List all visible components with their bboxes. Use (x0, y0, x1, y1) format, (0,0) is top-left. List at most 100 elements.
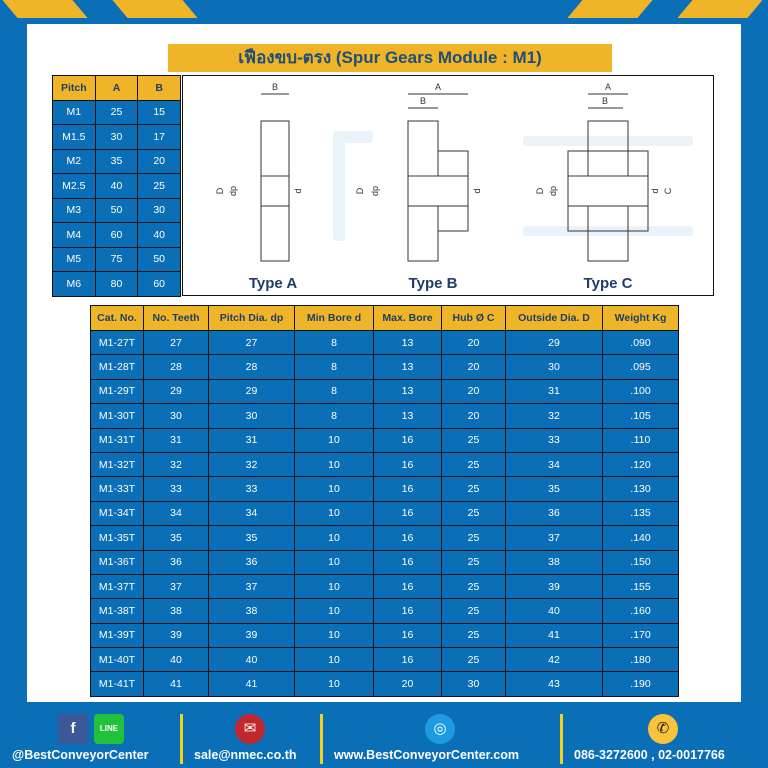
table-cell: 32 (505, 403, 603, 429)
table-cell: 41 (143, 671, 209, 697)
table-cell: 36 (143, 549, 209, 575)
bore (407, 175, 469, 207)
facebook-icon[interactable]: f (58, 714, 88, 744)
table-cell: 10 (294, 671, 374, 697)
table-cell: 8 (294, 354, 374, 380)
table-cell: M2.5 (52, 173, 96, 199)
table-row: M1-39T 39 39 10 16 25 41.170 (90, 622, 679, 649)
table-cell: 38 (143, 598, 209, 624)
table-cell: 32 (143, 451, 209, 478)
table-row: M1-33T 33 33 10 16 25 35.130 (90, 476, 679, 502)
table-cell: 37 (208, 573, 295, 600)
phone-icon[interactable]: ✆ (648, 714, 678, 744)
watermark-logo (333, 131, 693, 241)
line-icon[interactable]: LINE (94, 714, 124, 744)
table-cell: 40 (505, 598, 603, 624)
table-cell: .095 (602, 354, 679, 380)
table-cell: 13 (373, 354, 442, 380)
table-cell: 42 (505, 647, 603, 673)
table-cell: .135 (602, 500, 679, 527)
table-row: M1-32T 32 32 10 16 25 34.120 (90, 451, 679, 478)
dimension-label: D (355, 187, 365, 194)
dimension-label: C (663, 187, 673, 194)
table-cell: 75 (94, 246, 139, 272)
table-cell: 37 (143, 573, 209, 600)
table-row: M1-40T 40 40 10 16 25 42.180 (90, 647, 679, 673)
table-cell: 13 (373, 329, 442, 356)
table-cell: 29 (208, 378, 295, 405)
table-cell: .180 (602, 647, 679, 673)
dimension-label: d (472, 188, 482, 193)
table-cell: M2 (52, 148, 96, 174)
table-cell: 34 (505, 451, 603, 478)
type-a-label: Type A (249, 275, 298, 292)
dimension-label: B (420, 96, 426, 106)
table-cell: 16 (373, 549, 442, 575)
column-header: Max. Bore (373, 305, 442, 331)
table-cell: 50 (94, 197, 139, 223)
table-cell: 10 (294, 598, 374, 624)
table-cell: 34 (208, 500, 295, 527)
table-cell: .160 (602, 598, 679, 624)
table-cell: 16 (373, 427, 442, 453)
table-cell: 60 (94, 222, 139, 248)
table-cell: 40 (208, 647, 295, 673)
table-cell: .105 (602, 403, 679, 429)
globe-icon[interactable]: ◎ (425, 714, 455, 744)
dimension-label: d (650, 188, 660, 193)
table-cell: 13 (373, 403, 442, 429)
column-header: Pitch (52, 75, 96, 101)
column-header: Min Bore d (294, 305, 374, 331)
table-cell: M1-32T (90, 451, 144, 478)
table-cell: 10 (294, 549, 374, 575)
table-cell: 20 (441, 329, 506, 356)
table-cell: 16 (373, 451, 442, 478)
table-cell: 35 (94, 148, 139, 174)
table-row: M1-27T 27 27 8 13 20 29.090 (90, 329, 679, 356)
table-cell: 29 (505, 329, 603, 356)
table-row: M1-35T 35 35 10 16 25 37.140 (90, 525, 679, 551)
table-cell: M1 (52, 99, 96, 125)
footer: f LINE @BestConveyorCenter ✉ sale@nmec.c… (0, 712, 768, 768)
table-cell: 25 (137, 173, 181, 199)
table-cell: 17 (137, 124, 181, 150)
email-link[interactable]: sale@nmec.co.th (194, 748, 297, 762)
table-cell: 30 (143, 403, 209, 429)
table-cell: 30 (505, 354, 603, 380)
table-cell: 28 (208, 354, 295, 380)
table-cell: .120 (602, 451, 679, 478)
table-cell: 36 (505, 500, 603, 527)
table-cell: M1-36T (90, 549, 144, 575)
table-row: M1-37T 37 37 10 16 25 39.155 (90, 573, 679, 600)
divider (180, 714, 183, 764)
social-handle[interactable]: @BestConveyorCenter (12, 748, 149, 762)
dimension-label: A (435, 82, 441, 92)
table-cell: 25 (441, 451, 506, 478)
table-cell: 40 (94, 173, 139, 199)
table-cell: 35 (208, 525, 295, 551)
table-cell: 50 (137, 246, 181, 272)
table-cell: M1-37T (90, 573, 144, 600)
table-cell: M1-31T (90, 427, 144, 453)
column-header: Outside Dia. D (505, 305, 603, 331)
pitch-table: Pitch A B M1 25 15 M1.5 30 17 M2 35 20 M2.5 40 25 M3 50 3… (52, 75, 181, 297)
table-cell: 28 (143, 354, 209, 380)
table-cell: M1-34T (90, 500, 144, 527)
table-cell: M5 (52, 246, 96, 272)
table-cell: M1-27T (90, 329, 144, 356)
table-cell: .100 (602, 378, 679, 405)
email-icon[interactable]: ✉ (235, 714, 265, 744)
column-header: No. Teeth (143, 305, 209, 331)
table-cell: M1-38T (90, 598, 144, 624)
website-link[interactable]: www.BestConveyorCenter.com (334, 748, 520, 762)
phone-numbers[interactable]: 086-3272600 , 02-0017766 (574, 748, 725, 762)
bore (260, 175, 290, 207)
table-cell: 20 (441, 354, 506, 380)
table-cell: 38 (505, 549, 603, 575)
table-cell: 43 (505, 671, 603, 697)
table-cell: 39 (143, 622, 209, 649)
table-cell: 20 (137, 148, 181, 174)
table-cell: 16 (373, 525, 442, 551)
table-cell: 30 (441, 671, 506, 697)
